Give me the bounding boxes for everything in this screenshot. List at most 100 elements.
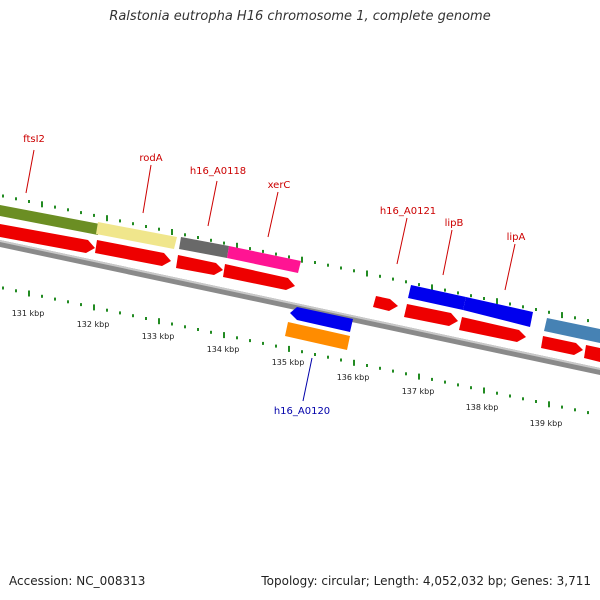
gene-h16-a0118[interactable] <box>179 237 229 258</box>
major-tick <box>171 229 173 235</box>
minor-tick <box>574 408 576 412</box>
minor-tick <box>314 353 316 356</box>
minor-tick <box>314 261 316 264</box>
minor-tick <box>418 283 420 287</box>
minor-tick <box>262 341 264 345</box>
minor-tick <box>405 372 407 376</box>
minor-tick <box>483 297 485 300</box>
major-tick <box>496 298 498 305</box>
gene-label[interactable]: xerC <box>268 180 291 191</box>
minor-tick <box>184 325 186 329</box>
minor-tick <box>392 369 394 373</box>
tick-label: 132 kbp <box>77 320 110 329</box>
cds-arrow[interactable] <box>584 345 600 362</box>
major-tick <box>93 304 95 311</box>
minor-tick <box>327 263 329 267</box>
minor-tick <box>535 400 537 403</box>
cds-arrow[interactable] <box>95 240 171 266</box>
minor-tick <box>184 233 186 237</box>
gene-label[interactable]: lipB <box>445 218 464 229</box>
minor-tick <box>132 314 134 318</box>
tick-label: 136 kbp <box>337 373 370 382</box>
minor-tick <box>262 249 264 253</box>
cds-arrow[interactable] <box>223 264 295 290</box>
cds-arrow[interactable] <box>541 336 583 355</box>
major-tick <box>366 270 368 277</box>
leader-xerC <box>267 191 279 238</box>
gene-label[interactable]: ftsI2 <box>23 134 45 145</box>
minor-tick <box>457 383 459 387</box>
minor-tick <box>561 405 563 409</box>
gene-lipA[interactable] <box>463 297 533 327</box>
gene-xerC[interactable] <box>227 246 301 273</box>
gene-label[interactable]: h16_A0121 <box>380 206 436 217</box>
gene-rodA[interactable] <box>96 222 177 249</box>
minor-tick <box>210 238 212 242</box>
cds-arrow[interactable] <box>404 304 458 326</box>
gene-h16-a0120[interactable] <box>285 322 350 350</box>
minor-tick <box>236 336 238 340</box>
major-tick <box>288 345 290 352</box>
tick-labels: 131 kbp 132 kbp 133 kbp 134 kbp 135 kbp … <box>12 309 563 428</box>
gene-lipB[interactable] <box>408 285 466 310</box>
minor-tick <box>119 311 121 315</box>
minor-tick <box>392 277 394 281</box>
minor-tick <box>366 364 368 367</box>
cds-arrow[interactable] <box>459 317 526 342</box>
minor-tick <box>158 227 160 231</box>
minor-tick <box>587 411 589 415</box>
minor-tick <box>405 280 407 284</box>
cds-arrow[interactable] <box>176 255 223 275</box>
minor-tick <box>80 303 82 307</box>
minor-tick <box>340 266 342 270</box>
minor-tick <box>15 289 17 293</box>
leader-h16-a0120 <box>302 357 313 402</box>
minor-tick <box>249 339 251 343</box>
minor-tick <box>353 269 355 273</box>
minor-tick <box>197 236 199 239</box>
leader-lipA <box>504 243 516 291</box>
gene-labels: ftsI2 rodA h16_A0118 xerC h16_A0121 lipB… <box>23 134 525 417</box>
gene-label[interactable]: lipA <box>507 232 526 243</box>
minor-tick <box>444 380 446 384</box>
leader-ftsI2 <box>25 149 35 194</box>
minor-tick <box>223 241 225 245</box>
tick-label: 138 kbp <box>466 403 499 412</box>
gene-next[interactable] <box>544 318 600 343</box>
label-leaders <box>25 149 516 402</box>
minor-tick <box>457 291 459 295</box>
cds-arrow-h16-a0121[interactable] <box>373 296 398 311</box>
minor-tick <box>379 274 381 278</box>
minor-tick <box>444 288 446 292</box>
minor-tick <box>431 377 433 381</box>
minor-tick <box>67 300 69 304</box>
leader-h16-a0118 <box>207 180 218 227</box>
gene-ftsI2[interactable] <box>0 205 100 235</box>
gene-label[interactable]: h16_A0120 <box>274 406 330 417</box>
minor-tick <box>535 308 537 311</box>
minor-tick <box>470 294 472 298</box>
cds-arrow[interactable] <box>0 224 95 253</box>
tick-label: 131 kbp <box>12 309 45 318</box>
minor-tick <box>301 350 303 354</box>
minor-tick <box>145 225 147 228</box>
cds-arrow-h16-a0120[interactable] <box>290 307 353 332</box>
footer-stats: Topology: circular; Length: 4,052,032 bp… <box>261 574 591 588</box>
backbone-highlight <box>0 240 600 370</box>
minor-tick <box>327 355 329 359</box>
gene-label[interactable]: rodA <box>139 153 162 164</box>
minor-tick <box>509 302 511 306</box>
tick-label: 139 kbp <box>530 419 563 428</box>
minor-tick <box>67 208 69 212</box>
major-tick <box>223 332 225 339</box>
minor-tick <box>171 322 173 326</box>
minor-tick <box>93 213 95 217</box>
minor-tick <box>275 252 277 256</box>
gene-label[interactable]: h16_A0118 <box>190 166 246 177</box>
minor-tick <box>249 247 251 251</box>
minor-tick <box>379 366 381 370</box>
major-tick <box>158 318 160 325</box>
major-tick <box>106 215 108 222</box>
minor-tick <box>288 255 290 259</box>
